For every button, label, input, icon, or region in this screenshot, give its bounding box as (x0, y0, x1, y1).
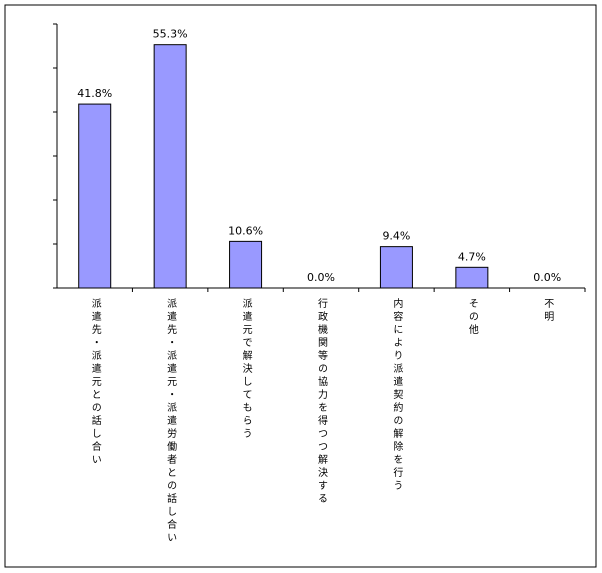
x-tick-label: 派遣先・派遣元・派遣労働者との話し合い (165, 298, 177, 545)
bar (379, 246, 413, 289)
chart-border (4, 4, 597, 568)
value-label: 55.3% (153, 28, 188, 41)
x-tick-label: 内容により派遣契約の解除を行う (391, 297, 403, 493)
value-label: 0.0% (533, 271, 561, 284)
value-label: 41.8% (77, 87, 112, 100)
bar (153, 44, 187, 289)
value-label: 4.7% (458, 250, 486, 263)
bar (78, 103, 112, 289)
x-tick-label: 派遣先・派遣元との話し合い (89, 298, 101, 467)
x-tick-label: その他 (466, 298, 478, 337)
x-tick-label: 不明 (542, 298, 554, 324)
value-label: 9.4% (382, 230, 410, 243)
x-tick-label: 行政機関等の協力を得つつ解決する (316, 297, 328, 506)
bar (455, 266, 489, 289)
x-tick-label: 派遣元で解決してもらう (240, 298, 252, 441)
bar (229, 240, 263, 289)
value-label: 0.0% (307, 271, 335, 284)
value-label: 10.6% (228, 224, 263, 237)
